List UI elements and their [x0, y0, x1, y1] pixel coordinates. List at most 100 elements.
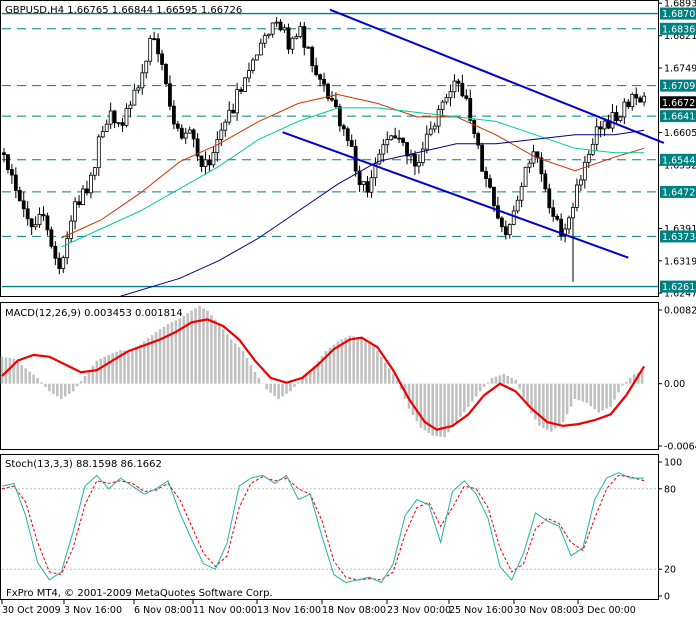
macd-histogram-bar	[348, 335, 352, 384]
macd-histogram-bar	[301, 377, 304, 384]
macd-histogram-bar	[601, 383, 604, 411]
candle-body	[2, 152, 6, 156]
candle-body	[634, 94, 639, 99]
candle-body	[330, 98, 334, 101]
time-tick-label: 30 Nov 08:00	[514, 605, 578, 616]
candle-body	[492, 186, 496, 207]
candle-body	[420, 148, 425, 163]
macd-histogram-bar	[490, 377, 494, 384]
candle-body	[294, 36, 299, 39]
macd-histogram-bar	[111, 353, 114, 384]
macd-histogram-bar	[28, 371, 31, 384]
macd-signal-line	[1, 318, 646, 431]
stoch-tick-label: 100	[664, 458, 682, 469]
candle-body	[41, 213, 46, 217]
price-tag-label: 1.67097	[662, 81, 696, 92]
candle-body	[156, 38, 160, 55]
candle-body	[61, 257, 66, 269]
macd-histogram-bar	[91, 365, 95, 384]
candle-body	[45, 215, 50, 231]
candle-body	[254, 54, 259, 61]
macd-plot[interactable]	[0, 305, 646, 438]
candle-body	[413, 154, 417, 167]
macd-histogram-bar	[135, 347, 138, 384]
candle-body	[547, 188, 552, 209]
macd-histogram-bar	[439, 383, 442, 437]
macd-histogram-bar	[340, 339, 344, 384]
candle-body	[563, 228, 567, 237]
macd-histogram-bar	[534, 383, 537, 420]
macd-histogram-bar	[569, 383, 573, 407]
price-tag-box	[660, 96, 696, 109]
macd-histogram-bar	[202, 308, 205, 384]
candle-body	[231, 109, 236, 114]
candle-body	[175, 123, 180, 129]
macd-histogram-bar	[277, 383, 280, 400]
candle-body	[89, 174, 93, 194]
candle-body	[571, 206, 575, 219]
macd-histogram-bar	[146, 338, 150, 384]
macd-histogram-bar	[304, 374, 308, 384]
candle-body	[602, 120, 607, 130]
candle-body	[432, 125, 437, 130]
candle-body	[92, 167, 97, 176]
candle-body	[104, 123, 109, 132]
candle-body	[484, 170, 488, 180]
macd-histogram-bar	[518, 383, 521, 389]
ma-slow-line	[120, 129, 645, 297]
candle-body	[460, 82, 465, 97]
macd-histogram-bar	[573, 383, 577, 400]
stoch-plot[interactable]	[1, 472, 658, 584]
macd-histogram-bar	[293, 383, 296, 387]
macd-histogram-bar	[443, 383, 446, 438]
macd-histogram-bar	[427, 383, 431, 433]
price-axis: 1.68935 1.68210 1.67490 1.66050 1.65325 1.639…	[658, 0, 696, 300]
candle-body	[361, 181, 366, 185]
candle-body	[567, 217, 571, 230]
candle-body	[302, 26, 307, 48]
price-tag-label: 1.68705	[662, 9, 696, 20]
candle-body	[187, 129, 192, 134]
candle-body	[416, 162, 421, 167]
macd-histogram-bar	[391, 374, 395, 384]
candle-body	[326, 83, 330, 99]
candle-body	[278, 21, 283, 31]
macd-histogram-bar	[364, 340, 367, 384]
macd-histogram-bar	[308, 370, 312, 384]
candle-body	[65, 238, 70, 259]
stoch-tick-label: 20	[664, 565, 676, 576]
macd-histogram-bar	[470, 383, 474, 402]
macd-histogram-bar	[24, 368, 28, 384]
macd-histogram-bar	[237, 347, 241, 384]
candle-body	[286, 27, 291, 50]
macd-histogram-bar	[466, 383, 470, 407]
macd-axis: 0.008221 0.00 -0.006495	[658, 306, 696, 453]
price-tick-label: 1.68210	[664, 31, 696, 42]
candle-body	[132, 89, 137, 106]
macd-histogram-bar	[474, 383, 478, 397]
candle-body	[598, 126, 603, 130]
macd-histogram-bar	[320, 356, 324, 384]
candle-body	[519, 185, 524, 201]
macd-histogram-bar	[617, 383, 620, 393]
candle-body	[436, 109, 441, 127]
stoch-panel-frame	[0, 454, 659, 600]
candle-body	[160, 53, 164, 65]
candle-body	[511, 210, 516, 226]
macd-histogram-bar	[131, 351, 134, 384]
candle-body	[69, 220, 74, 239]
price-tag-box	[660, 185, 696, 198]
macd-histogram-bar	[502, 374, 506, 384]
candle-body	[456, 80, 461, 84]
candle-body	[480, 144, 485, 172]
macd-histogram-bar	[597, 383, 600, 413]
macd-histogram-bar	[115, 351, 118, 384]
candle-body	[476, 133, 481, 146]
macd-histogram-bar	[221, 329, 225, 384]
macd-histogram-bar	[376, 351, 379, 384]
macd-histogram-bar	[233, 343, 237, 384]
candle-body	[203, 159, 208, 167]
candle-body	[33, 224, 38, 228]
price-plot[interactable]	[2, 8, 665, 297]
